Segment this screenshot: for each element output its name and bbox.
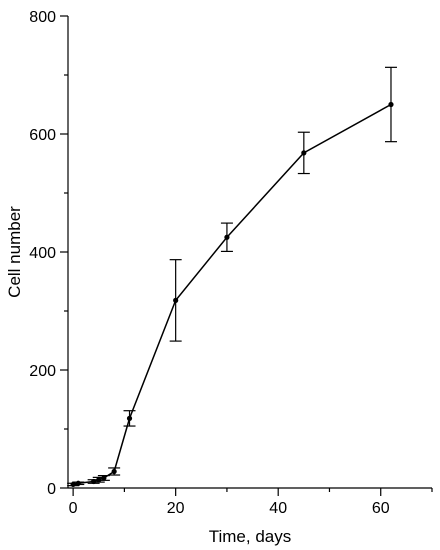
y-tick-label: 0 [47, 481, 56, 498]
y-tick-label: 800 [29, 9, 56, 26]
y-tick-label: 400 [29, 245, 56, 262]
data-point [75, 480, 81, 486]
data-point [173, 297, 179, 303]
data-point [301, 150, 307, 156]
data-point [224, 234, 230, 240]
y-tick-label: 600 [29, 127, 56, 144]
data-point [70, 481, 76, 488]
data-point [111, 468, 117, 475]
series-line [72, 103, 392, 486]
data-point [126, 415, 133, 421]
data-point [91, 478, 97, 485]
chart-series [67, 66, 397, 488]
y-axis-label: Cell number [5, 206, 24, 298]
y-tick-label: 200 [29, 363, 56, 380]
data-point [96, 477, 102, 483]
x-axis-label: Time, days [209, 527, 292, 546]
chart-axes: 0 200 400 600 800 0 20 40 60 [29, 9, 433, 517]
data-point [101, 475, 107, 481]
x-tick-label: 60 [372, 500, 390, 517]
data-point [388, 101, 394, 108]
x-tick-label: 20 [167, 500, 185, 517]
x-tick-label: 40 [269, 500, 287, 517]
x-tick-label: 0 [69, 500, 78, 517]
